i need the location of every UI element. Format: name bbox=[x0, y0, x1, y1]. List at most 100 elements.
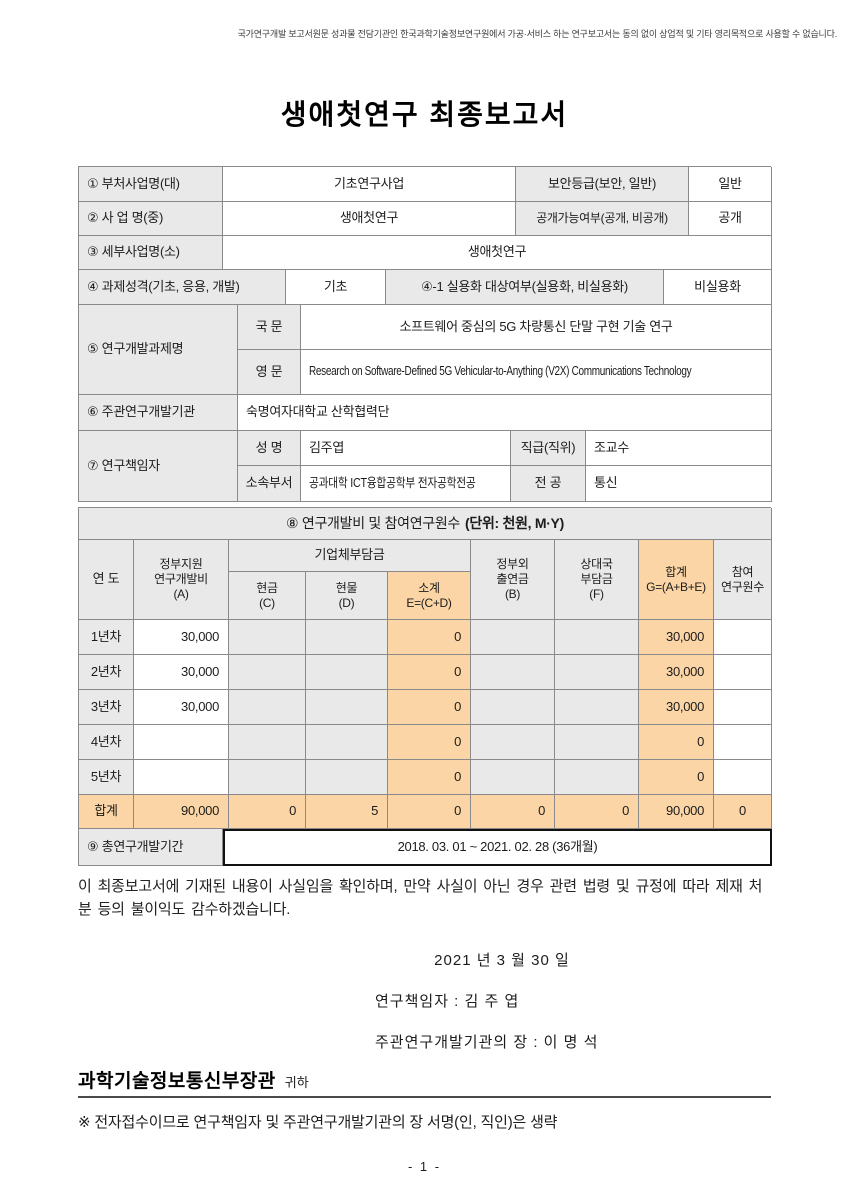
header-gov-support: 정부지원 연구개발비 (A) bbox=[134, 540, 229, 620]
budget-partner-cell bbox=[555, 725, 639, 760]
header-partner-country: 상대국 부담금 (F) bbox=[555, 540, 639, 620]
field-value-title-korean: 소프트웨어 중심의 5G 차량통신 단말 구현 기술 연구 bbox=[301, 305, 772, 350]
addressee-band: 과학기술정보통신부장관 귀하 bbox=[78, 1066, 771, 1098]
row-sub-program: ③ 세부사업명(소) 생애첫연구 bbox=[79, 236, 772, 270]
budget-nongov-cell bbox=[471, 760, 555, 795]
budget-cash-cell bbox=[229, 725, 306, 760]
field-label-lead-institution: ⑥ 주관연구개발기관 bbox=[79, 395, 238, 431]
declaration-text: 이 최종보고서에 기재된 내용이 사실임을 확인하며, 만약 사실이 아닌 경우… bbox=[78, 878, 763, 919]
budget-total-cell: 30,000 bbox=[639, 620, 714, 655]
budget-gov-cell bbox=[134, 725, 229, 760]
budget-cash-total: 0 bbox=[229, 795, 306, 829]
field-label-pi-name: 성 명 bbox=[238, 431, 301, 466]
row-total-period: ⑨ 총연구개발기간 2018. 03. 01 ~ 2021. 02. 28 (3… bbox=[79, 829, 772, 866]
header-members: 참여 연구원수 bbox=[714, 540, 772, 620]
header-total: 합계 G=(A+B+E) bbox=[639, 540, 714, 620]
budget-total-cell: 30,000 bbox=[639, 655, 714, 690]
budget-partner-total: 0 bbox=[555, 795, 639, 829]
budget-inkind-cell bbox=[306, 760, 388, 795]
header-nongov-fund: 정부외 출연금 (B) bbox=[471, 540, 555, 620]
header-cash: 현금 (C) bbox=[229, 572, 306, 620]
budget-gov-total: 90,000 bbox=[134, 795, 229, 829]
budget-cash-cell bbox=[229, 690, 306, 725]
field-label-pi-major: 전 공 bbox=[511, 466, 586, 502]
budget-year-cell: 5년차 bbox=[79, 760, 134, 795]
budget-row-year4: 4년차 0 0 bbox=[79, 725, 772, 760]
header-corp-contribution: 기업체부담금 bbox=[229, 540, 471, 572]
field-value-commercialization: 비실용화 bbox=[664, 270, 772, 305]
budget-partner-cell bbox=[555, 655, 639, 690]
budget-gov-cell: 30,000 bbox=[134, 690, 229, 725]
budget-inkind-cell bbox=[306, 690, 388, 725]
page-number: - 1 - bbox=[407, 1158, 442, 1174]
budget-subtotal-cell: 0 bbox=[388, 725, 471, 760]
budget-total-label: 합계 bbox=[79, 795, 134, 829]
field-value-project-character: 기초 bbox=[286, 270, 386, 305]
info-table: ① 부처사업명(대) 기초연구사업 보안등급(보안, 일반) 일반 ② 사 업 … bbox=[78, 166, 772, 502]
field-label-title-korean: 국 문 bbox=[238, 305, 301, 350]
row-pi-name: 성 명 김주엽 직급(직위) 조교수 bbox=[238, 431, 772, 466]
report-title: 생애첫연구 최종보고서 bbox=[280, 99, 569, 130]
electronic-submission-note: ※ 전자접수이므로 연구책임자 및 주관연구개발기관의 장 서명(인, 직인)은… bbox=[78, 1113, 558, 1131]
budget-nongov-cell bbox=[471, 655, 555, 690]
budget-row-year1: 1년차 30,000 0 30,000 bbox=[79, 620, 772, 655]
pi-department-text: 공과대학 ICT융합공학부 전자공학전공 bbox=[309, 475, 476, 490]
copyright-disclaimer: 국가연구개발 보고서원문 성과물 전담기관인 한국과학기술정보연구원에서 가공·… bbox=[237, 29, 838, 39]
row-title-korean: 국 문 소프트웨어 중심의 5G 차량통신 단말 구현 기술 연구 bbox=[238, 305, 772, 350]
field-label-disclosure: 공개가능여부(공개, 비공개) bbox=[516, 202, 689, 236]
budget-partner-cell bbox=[555, 690, 639, 725]
field-label-title-english: 영 문 bbox=[238, 350, 301, 395]
budget-inkind-cell bbox=[306, 655, 388, 690]
header-year: 연 도 bbox=[79, 540, 134, 620]
row-title-english: 영 문 Research on Software-Defined 5G Vehi… bbox=[238, 350, 772, 395]
field-value-lead-institution: 숙명여자대학교 산학협력단 bbox=[238, 395, 772, 431]
budget-column-headers: 연 도 정부지원 연구개발비 (A) 기업체부담금 현금 (C) 현물 (D) … bbox=[79, 540, 772, 620]
signature-pi: 연구책임자 : 김 주 엽 bbox=[375, 992, 520, 1010]
budget-total-cell: 0 bbox=[639, 760, 714, 795]
signature-institution-head: 주관연구개발기관의 장 : 이 명 석 bbox=[375, 1033, 599, 1051]
row-program-name: ② 사 업 명(중) 생애첫연구 공개가능여부(공개, 비공개) 공개 bbox=[79, 202, 772, 236]
signature-date: 2021 년 3 월 30 일 bbox=[434, 951, 570, 969]
field-label-sub-program: ③ 세부사업명(소) bbox=[79, 236, 223, 270]
header-inkind: 현물 (D) bbox=[306, 572, 388, 620]
budget-cash-cell bbox=[229, 655, 306, 690]
field-value-disclosure: 공개 bbox=[689, 202, 772, 236]
row-project-character: ④ 과제성격(기초, 응용, 개발) 기초 ④-1 실용화 대상여부(실용화, … bbox=[79, 270, 772, 305]
budget-cash-cell bbox=[229, 760, 306, 795]
row-project-title: ⑤ 연구개발과제명 국 문 소프트웨어 중심의 5G 차량통신 단말 구현 기술… bbox=[79, 305, 772, 395]
budget-table: ⑧ 연구개발비 및 참여연구원수 (단위: 천원, M·Y) 연 도 정부지원 … bbox=[78, 507, 772, 866]
field-label-security-grade: 보안등급(보안, 일반) bbox=[516, 167, 689, 202]
budget-subtotal-cell: 0 bbox=[388, 620, 471, 655]
field-value-total-period: 2018. 03. 01 ~ 2021. 02. 28 (36개월) bbox=[223, 829, 772, 866]
budget-section-title-cell: ⑧ 연구개발비 및 참여연구원수 (단위: 천원, M·Y) bbox=[79, 508, 772, 540]
field-label-project-title: ⑤ 연구개발과제명 bbox=[79, 305, 238, 395]
budget-total-cell: 0 bbox=[639, 725, 714, 760]
header-corp-group: 기업체부담금 현금 (C) 현물 (D) 소계 E=(C+D) bbox=[229, 540, 471, 620]
budget-year-cell: 4년차 bbox=[79, 725, 134, 760]
budget-grand-total: 90,000 bbox=[639, 795, 714, 829]
budget-members-cell bbox=[714, 620, 772, 655]
field-label-commercialization: ④-1 실용화 대상여부(실용화, 비실용화) bbox=[386, 270, 664, 305]
budget-members-cell bbox=[714, 690, 772, 725]
field-value-title-english: Research on Software-Defined 5G Vehicula… bbox=[301, 350, 772, 395]
budget-row-total: 합계 90,000 0 5 0 0 0 90,000 0 bbox=[79, 795, 772, 829]
field-value-program-name: 생애첫연구 bbox=[223, 202, 516, 236]
field-label-total-period: ⑨ 총연구개발기간 bbox=[79, 829, 223, 866]
budget-partner-cell bbox=[555, 620, 639, 655]
budget-row-year5: 5년차 0 0 bbox=[79, 760, 772, 795]
budget-cash-cell bbox=[229, 620, 306, 655]
field-value-ministry-program: 기초연구사업 bbox=[223, 167, 516, 202]
field-label-program-name: ② 사 업 명(중) bbox=[79, 202, 223, 236]
budget-inkind-cell bbox=[306, 725, 388, 760]
minister-title: 과학기술정보통신부장관 bbox=[78, 1070, 276, 1092]
budget-year-cell: 1년차 bbox=[79, 620, 134, 655]
english-title-text: Research on Software-Defined 5G Vehicula… bbox=[309, 364, 692, 379]
field-value-pi-name: 김주엽 bbox=[301, 431, 511, 466]
budget-nongov-cell bbox=[471, 690, 555, 725]
budget-row-year3: 3년차 30,000 0 30,000 bbox=[79, 690, 772, 725]
budget-members-cell bbox=[714, 655, 772, 690]
budget-section-unit: (단위: 천원, M·Y) bbox=[465, 514, 564, 531]
budget-nongov-cell bbox=[471, 725, 555, 760]
budget-section-header: ⑧ 연구개발비 및 참여연구원수 (단위: 천원, M·Y) bbox=[79, 508, 772, 540]
